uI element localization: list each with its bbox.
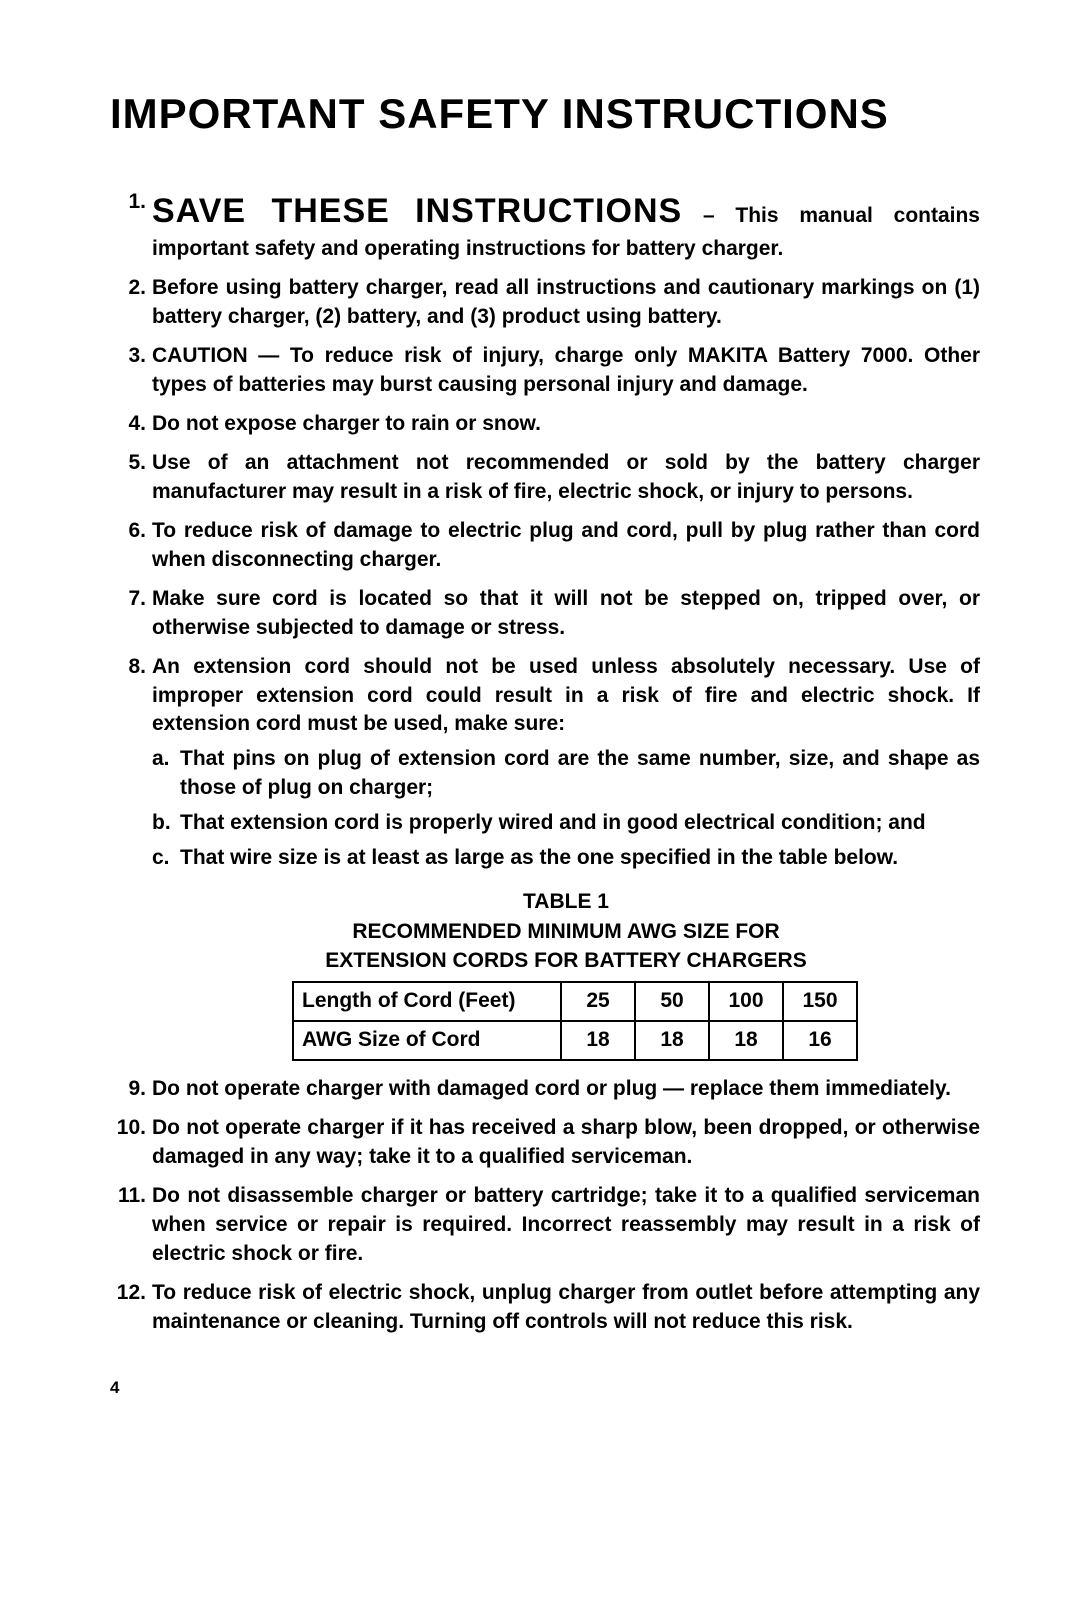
sub-text: That pins on plug of extension cord are … [180, 747, 980, 799]
sub-text: That wire size is at least as large as t… [180, 846, 898, 869]
instruction-item-3: 3. CAUTION — To reduce risk of injury, c… [110, 342, 980, 400]
table-cell: 100 [709, 982, 783, 1021]
instruction-item-2: 2. Before using battery charger, read al… [110, 274, 980, 332]
table-row: AWG Size of Cord 18 18 18 16 [293, 1021, 857, 1060]
item-text: Use of an attachment not recommended or … [152, 451, 980, 503]
item-number: 5. [110, 449, 146, 478]
item-text: Make sure cord is located so that it wil… [152, 587, 980, 639]
item-text: Do not operate charger with damaged cord… [152, 1077, 951, 1100]
instruction-item-4: 4. Do not expose charger to rain or snow… [110, 410, 980, 439]
table-cell: 50 [635, 982, 709, 1021]
item-number: 10. [110, 1114, 146, 1143]
table-cell: 18 [561, 1021, 635, 1060]
sub-instruction-c: c. That wire size is at least as large a… [152, 844, 980, 873]
item-number: 11. [110, 1182, 146, 1211]
page-title: IMPORTANT SAFETY INSTRUCTIONS [110, 90, 980, 138]
sub-text: That extension cord is properly wired an… [180, 811, 926, 834]
sub-instruction-list: a. That pins on plug of extension cord a… [152, 745, 980, 873]
table-cell: 25 [561, 982, 635, 1021]
table-cell: 18 [709, 1021, 783, 1060]
item-number: 4. [110, 410, 146, 439]
instruction-item-7: 7. Make sure cord is located so that it … [110, 585, 980, 643]
item-number: 3. [110, 342, 146, 371]
table-caption: TABLE 1 RECOMMENDED MINIMUM AWG SIZE FOR… [152, 887, 980, 975]
item-number: 6. [110, 517, 146, 546]
item-dash: – [682, 204, 735, 227]
item-number: 1. [110, 188, 146, 217]
instruction-item-10: 10. Do not operate charger if it has rec… [110, 1114, 980, 1172]
item-text: To reduce risk of damage to electric plu… [152, 519, 980, 571]
table-cell: 16 [783, 1021, 857, 1060]
sub-instruction-b: b. That extension cord is properly wired… [152, 809, 980, 838]
page-number: 4 [110, 1378, 119, 1398]
sub-instruction-a: a. That pins on plug of extension cord a… [152, 745, 980, 803]
item-lead: SAVE THESE INSTRUCTIONS [152, 192, 682, 230]
caption-line: TABLE 1 [523, 890, 609, 913]
table-row: Length of Cord (Feet) 25 50 100 150 [293, 982, 857, 1021]
item-text: To reduce risk of electric shock, unplug… [152, 1281, 980, 1333]
item-number: 12. [110, 1279, 146, 1308]
awg-table-block: TABLE 1 RECOMMENDED MINIMUM AWG SIZE FOR… [152, 887, 980, 1061]
instruction-item-11: 11. Do not disassemble charger or batter… [110, 1182, 980, 1269]
item-text: An extension cord should not be used unl… [152, 655, 980, 736]
item-text: Do not operate charger if it has receive… [152, 1116, 980, 1168]
awg-table: Length of Cord (Feet) 25 50 100 150 AWG … [292, 981, 858, 1061]
instruction-item-5: 5. Use of an attachment not recommended … [110, 449, 980, 507]
instruction-item-9: 9. Do not operate charger with damaged c… [110, 1075, 980, 1104]
table-cell-label: Length of Cord (Feet) [293, 982, 561, 1021]
sub-letter: c. [152, 844, 170, 873]
item-text: Do not disassemble charger or battery ca… [152, 1184, 980, 1265]
instruction-item-12: 12. To reduce risk of electric shock, un… [110, 1279, 980, 1337]
instruction-item-1: 1. SAVE THESE INSTRUCTIONS – This manual… [110, 188, 980, 264]
sub-letter: a. [152, 745, 170, 774]
item-number: 7. [110, 585, 146, 614]
item-number: 8. [110, 653, 146, 682]
item-text: Before using battery charger, read all i… [152, 276, 980, 328]
instruction-item-6: 6. To reduce risk of damage to electric … [110, 517, 980, 575]
instruction-item-8: 8. An extension cord should not be used … [110, 653, 980, 1062]
table-cell-label: AWG Size of Cord [293, 1021, 561, 1060]
sub-letter: b. [152, 809, 171, 838]
table-cell: 18 [635, 1021, 709, 1060]
instruction-list: 1. SAVE THESE INSTRUCTIONS – This manual… [110, 188, 980, 1337]
item-text: Do not expose charger to rain or snow. [152, 412, 541, 435]
item-number: 9. [110, 1075, 146, 1104]
item-number: 2. [110, 274, 146, 303]
item-text: CAUTION — To reduce risk of injury, char… [152, 344, 980, 396]
caption-line: EXTENSION CORDS FOR BATTERY CHARGERS [325, 949, 806, 972]
caption-line: RECOMMENDED MINIMUM AWG SIZE FOR [352, 920, 779, 943]
table-cell: 150 [783, 982, 857, 1021]
document-page: IMPORTANT SAFETY INSTRUCTIONS 1. SAVE TH… [0, 0, 1080, 1601]
